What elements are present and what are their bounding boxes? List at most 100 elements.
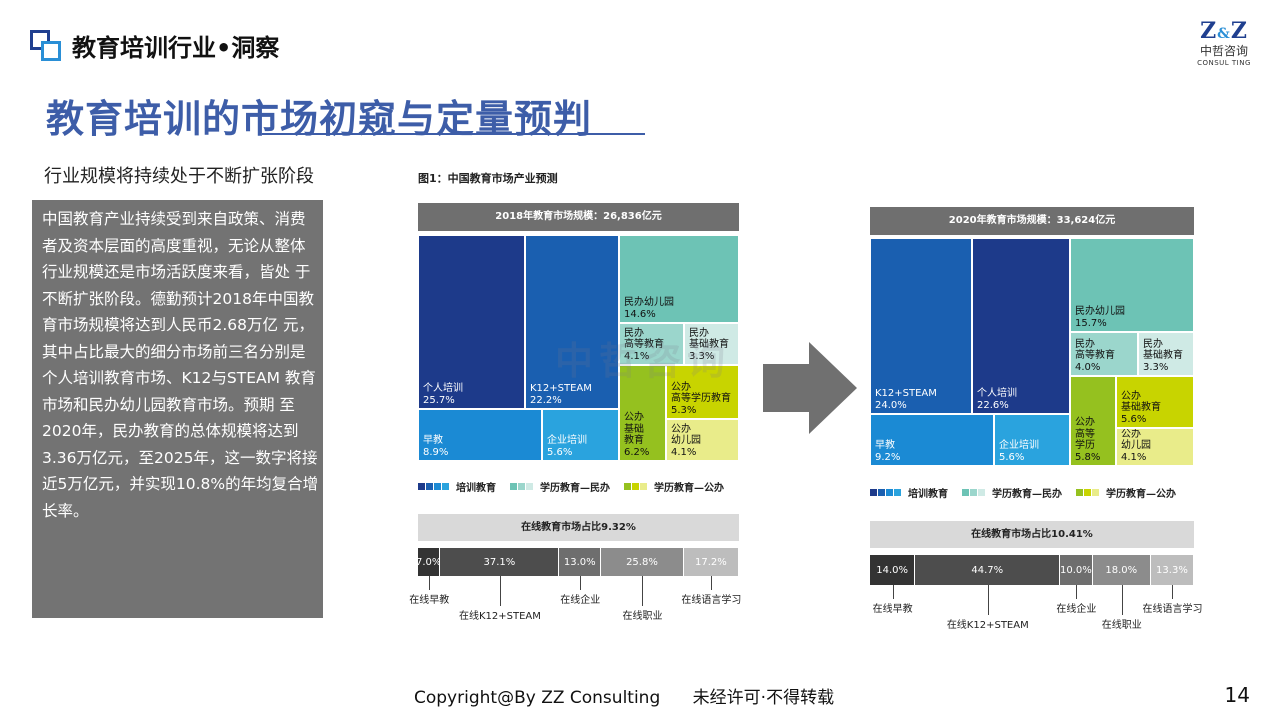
online-bar-segment: 13.3% [1150,555,1194,585]
legend-swatch [624,482,631,490]
online-callout-line [580,576,582,590]
treemap-cell-label: 幼儿园 [671,435,701,446]
legend-swatch [426,482,433,490]
legend-swatch [442,482,449,490]
legend-label: 培训教育 [456,482,496,494]
legend-label: 学历教育—民办 [992,488,1062,500]
treemap-cell-label: K12+STEAM [875,388,937,399]
online-callout-line [642,576,644,606]
online-callout-line [711,576,713,590]
legend-label: 培训教育 [908,488,948,500]
treemap-cell-label: 民办幼儿园 [624,297,674,308]
legend-swatch [434,482,441,490]
treemap-cell: 公办 高等 学历 5.8% [1070,376,1116,466]
online-bar-segment: 13.0% [559,548,602,576]
online-callout-label: 在线早教 [409,595,450,606]
legend-swatch [870,488,877,496]
treemap-cell-label: 基础教育 [1121,402,1161,413]
online-callout-line [892,585,894,599]
legend-swatch [510,482,517,490]
legend-swatch [978,488,985,496]
footer-copyright: Copyright@By ZZ Consulting 未经许可·不得转载 [414,688,835,708]
online-bar-segment: 14.0% [870,555,916,585]
legend-swatch [1092,488,1099,496]
treemap-cell-label: 民办 [624,327,644,339]
online-callout-label: 在线职业 [622,611,663,622]
online-callout-line [499,576,501,606]
treemap-cell-label: 高等学历教育 [671,393,731,404]
legend-2018: 培训教育 学历教育—民办 学历教育—公办 [418,480,738,494]
treemap-cell-value: 4.1% [624,350,650,362]
treemap-cell-label: 公办 [671,381,691,393]
treemap-cell: 民办 高等教育 4.1% [619,323,684,365]
treemap-cell: K12+STEAM 22.2% [525,235,619,409]
treemap-cell-value: 14.6% [624,308,656,320]
legend-label: 学历教育—公办 [1106,488,1176,500]
watermark-text: 中哲咨询 [555,339,732,383]
body-text-box: 中国教育产业持续受到来自政策、消费 者及资本层面的高度重视，无论从整体行业规模还… [32,200,323,618]
online-callout-line [429,576,431,590]
treemap-cell-value: 3.3% [689,350,715,362]
treemap-cell: 企业培训 5.6% [994,414,1070,466]
online-bar-segment: 25.8% [601,548,684,576]
treemap-cell: K12+STEAM 24.0% [870,238,972,414]
online-callout-label: 在线语言学习 [681,595,742,606]
treemap-cell: 公办 基础 教育 6.2% [619,365,666,461]
legend-swatch [526,482,533,490]
legend-swatch [878,488,885,496]
treemap-cell-value: 8.9% [423,446,449,458]
treemap-cell: 公办 高等学历教育 5.3% [666,365,739,419]
online-callout-line [987,585,989,615]
treemap-cell-value: 4.0% [1075,361,1101,373]
treemap-cell-value: 24.0% [875,399,907,411]
online-callout-label: 在线早教 [872,604,913,615]
treemap-cell: 民办 基础教育 3.3% [1138,332,1194,376]
treemap-cell-value: 5.6% [547,446,573,458]
treemap-cell: 个人培训 22.6% [972,238,1070,414]
treemap-cell-label: 高等教育 [1075,350,1115,361]
online-callout-label: 在线K12+STEAM [946,620,1029,631]
online-2018-title: 在线教育市场占比9.32% [418,514,739,541]
treemap-cell-value: 25.7% [423,394,455,406]
legend-label: 学历教育—公办 [654,482,724,494]
online-callout-label: 在线企业 [1056,604,1097,615]
legend-swatch [418,482,425,490]
online-callout-line [1121,585,1123,615]
treemap-cell-value: 4.1% [671,446,697,458]
treemap-cell-label: 公办 [1121,428,1141,440]
treemap-cell-value: 5.8% [1075,451,1101,463]
title-underline [262,133,645,135]
right-arrow-icon [763,342,859,438]
section-title: 教育培训行业•洞察 [72,34,280,62]
online-callout-label: 在线职业 [1101,620,1142,631]
treemap-cell-label: 个人培训 [423,383,463,394]
legend-swatch [886,488,893,496]
treemap-cell-value: 6.2% [624,446,650,458]
online-bar-segment: 7.0% [416,548,441,576]
treemap-cell-label: 基础教育 [1143,350,1183,361]
treemap-cell: 公办 基础教育 5.6% [1116,376,1194,428]
online-bar-segment: 18.0% [1092,555,1151,585]
treemap-cell: 个人培训 25.7% [418,235,525,409]
treemap-cell-value: 9.2% [875,451,901,463]
brand-name-en: CONSUL TING [1197,59,1251,67]
treemap-cell-label: 幼儿园 [1121,440,1151,451]
section-logo-icon [30,30,64,62]
brand-name-cn: 中哲咨询 [1199,44,1248,58]
treemap-cell: 民办 基础教育 3.3% [684,323,739,365]
online-callout-label: 在线K12+STEAM [458,611,541,622]
legend-label: 学历教育—民办 [540,482,610,494]
online-callout-label: 在线企业 [560,595,601,606]
treemap-cell-label: 公办 [1121,390,1141,402]
legend-swatch [962,488,969,496]
treemap-cell-label: K12+STEAM [530,383,592,394]
treemap-cell: 早教 8.9% [418,409,542,461]
treemap-cell-label: 企业培训 [999,440,1039,451]
online-bar-segment: 10.0% [1060,555,1093,585]
online-2020-title: 在线教育市场占比10.41% [870,521,1194,548]
legend-swatch [1084,488,1091,496]
online-callout-line [1172,585,1174,599]
treemap-cell-label: 公办 [624,412,644,423]
treemap-cell-label: 公办 [671,423,691,435]
treemap-cell-value: 22.2% [530,394,562,406]
